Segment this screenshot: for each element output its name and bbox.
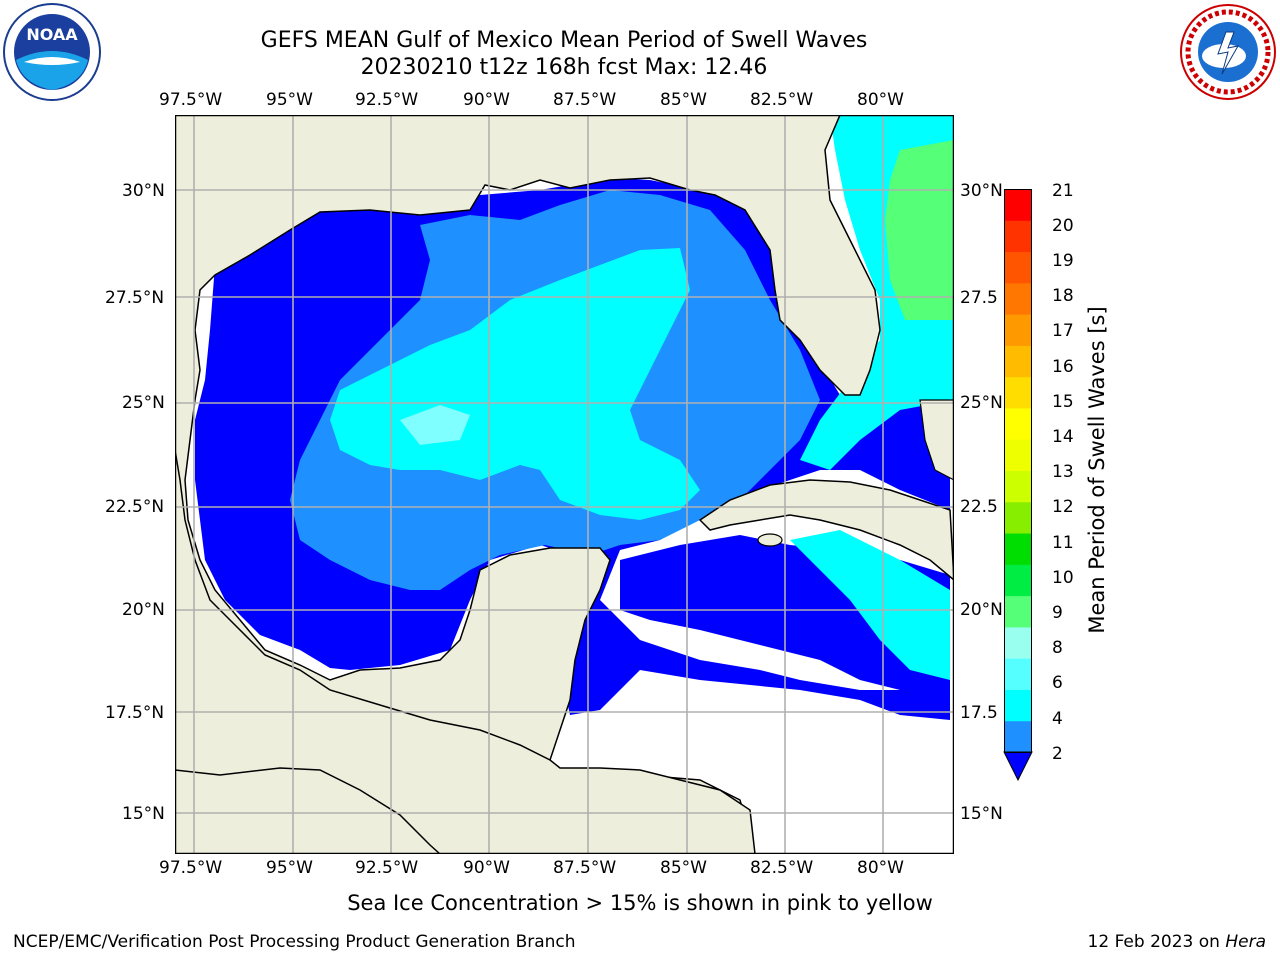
footer-credit: NCEP/EMC/Verification Post Processing Pr… — [13, 932, 576, 952]
lat-tick-right: 20°N — [960, 600, 1003, 620]
colorbar-segment — [1004, 345, 1032, 378]
colorbar-segment — [1004, 220, 1032, 253]
colorbar-segment — [1004, 189, 1032, 222]
colorbar-tick: 10 — [1052, 568, 1074, 588]
lat-tick-left: 30°N — [122, 181, 165, 201]
colorbar-segment — [1004, 658, 1032, 691]
contour-9-10-atlantic — [885, 140, 954, 320]
lat-tick-left: 15°N — [122, 804, 165, 824]
chart-title: GEFS MEAN Gulf of Mexico Mean Period of … — [260, 28, 868, 53]
land-north-america — [175, 115, 881, 854]
colorbar-segment — [1004, 564, 1032, 597]
lon-tick-bottom: 85°W — [660, 858, 707, 878]
chart-subtitle: 20230210 t12z 168h fcst Max: 12.46 — [360, 55, 768, 80]
lon-tick-bottom: 95°W — [266, 858, 313, 878]
colorbar-segment — [1004, 721, 1032, 753]
lon-tick-top: 90°W — [463, 90, 510, 110]
lat-tick-left: 25°N — [122, 393, 165, 413]
lon-tick-top: 87.5°W — [553, 90, 617, 110]
colorbar-tick: 21 — [1052, 181, 1074, 201]
noaa-logo-text: NOAA — [26, 25, 78, 44]
colorbar-extend-arrow — [1003, 751, 1033, 782]
map-frame — [175, 115, 954, 854]
colorbar-tick: 4 — [1052, 709, 1063, 729]
swell-period-map — [175, 115, 954, 854]
lon-tick-bottom: 97.5°W — [159, 858, 223, 878]
colorbar-tick: 13 — [1052, 462, 1074, 482]
lat-tick-right: 22.5 — [960, 497, 998, 517]
contour-6-8-gulf — [330, 248, 700, 520]
lon-tick-bottom: 80°W — [857, 858, 904, 878]
colorbar-label: Mean Period of Swell Waves [s] — [1085, 306, 1109, 634]
lat-tick-left: 17.5°N — [105, 703, 165, 723]
footer-date-text: 12 Feb 2023 on — [1087, 932, 1226, 952]
graticule — [175, 115, 954, 854]
nws-logo — [1180, 4, 1276, 100]
lon-tick-top: 95°W — [266, 90, 313, 110]
lat-tick-right: 27.5 — [960, 288, 998, 308]
colorbar-segment — [1004, 408, 1032, 441]
colorbar-segment — [1004, 502, 1032, 535]
colorbar-segment — [1004, 377, 1032, 409]
colorbar-tick: 20 — [1052, 216, 1074, 236]
colorbar-segment — [1004, 252, 1032, 284]
land-isle-of-youth — [757, 533, 783, 547]
colorbar-frame — [1004, 189, 1032, 753]
colorbar-segment — [1004, 439, 1032, 472]
lon-tick-bottom: 92.5°W — [355, 858, 419, 878]
lat-tick-left: 22.5°N — [105, 497, 165, 517]
noaa-logo: NOAA — [3, 3, 101, 101]
colorbar-segment — [1004, 689, 1032, 722]
colorbar-tick: 15 — [1052, 392, 1074, 412]
colorbar-tick: 14 — [1052, 427, 1074, 447]
lon-tick-bottom: 87.5°W — [553, 858, 617, 878]
colorbar-segment — [1004, 283, 1032, 316]
lat-tick-left: 20°N — [122, 600, 165, 620]
colorbar — [1003, 189, 1033, 782]
contour-8-9-gulf — [400, 405, 470, 445]
lon-tick-bottom: 90°W — [463, 858, 510, 878]
land-bahamas — [919, 399, 954, 481]
colorbar-tick: 8 — [1052, 638, 1063, 658]
colorbar-tick: 18 — [1052, 286, 1074, 306]
colorbar-tick: 12 — [1052, 497, 1074, 517]
lon-tick-top: 82.5°W — [750, 90, 814, 110]
colorbar-tick: 16 — [1052, 357, 1074, 377]
footer-date: 12 Feb 2023 on Hera — [1088, 932, 1266, 952]
colorbar-tick: 17 — [1052, 321, 1074, 341]
lon-tick-top: 85°W — [660, 90, 707, 110]
colorbar-segment — [1004, 471, 1032, 503]
colorbar-tick: 19 — [1052, 251, 1074, 271]
lat-tick-right: 17.5 — [960, 703, 998, 723]
lat-tick-right: 15°N — [960, 804, 1003, 824]
lat-tick-right: 30°N — [960, 181, 1003, 201]
lat-tick-right: 25°N — [960, 393, 1003, 413]
colorbar-segment — [1004, 596, 1032, 628]
footer-host: Hera — [1225, 932, 1266, 952]
lon-tick-top: 80°W — [857, 90, 904, 110]
colorbar-tick: 9 — [1052, 603, 1063, 623]
land-cuba — [698, 479, 954, 581]
lat-tick-left: 27.5°N — [105, 288, 165, 308]
colorbar-segment — [1004, 533, 1032, 566]
contour-6-8-caribbean — [790, 530, 950, 680]
sea-ice-note: Sea Ice Concentration > 15% is shown in … — [347, 891, 933, 915]
colorbar-segment — [1004, 314, 1032, 347]
lon-tick-top: 97.5°W — [159, 90, 223, 110]
lon-tick-bottom: 82.5°W — [750, 858, 814, 878]
lon-tick-top: 92.5°W — [355, 90, 419, 110]
colorbar-segment — [1004, 627, 1032, 660]
colorbar-segments — [1004, 189, 1032, 753]
land-central-america — [175, 449, 756, 854]
colorbar-tick: 2 — [1052, 744, 1063, 764]
colorbar-tick: 6 — [1052, 673, 1063, 693]
colorbar-tick: 11 — [1052, 533, 1074, 553]
